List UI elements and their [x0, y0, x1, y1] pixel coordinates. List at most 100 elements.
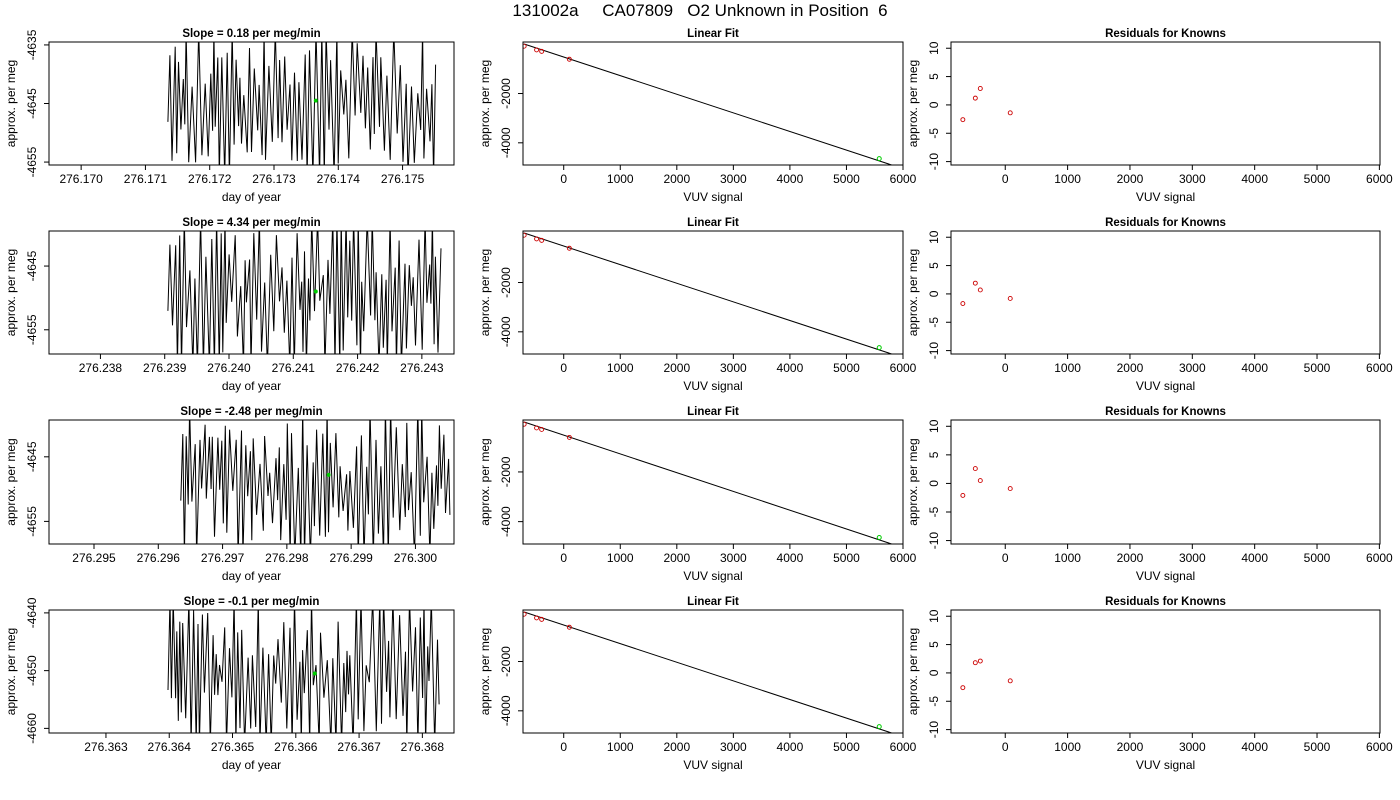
- data-point: [523, 611, 527, 617]
- x-axis-label: VUV signal: [683, 190, 742, 204]
- fit-line: [523, 43, 892, 165]
- panel: Linear Fit 0 1000 2000 3000 4000 5000 6000 -4000…: [478, 217, 917, 393]
- panel-title: Slope = -0.1 per meg/min: [184, 596, 320, 608]
- y-tick-label: -5: [927, 696, 941, 707]
- panel-title: Linear Fit: [687, 596, 739, 608]
- plot-area: [960, 658, 1013, 691]
- x-tick-label: 2000: [1117, 740, 1144, 754]
- x-tick-label: 0: [1002, 361, 1009, 375]
- x-tick-label: 6000: [890, 740, 917, 754]
- x-tick-label: 276.296: [137, 551, 181, 565]
- data-point: [960, 117, 966, 123]
- y-tick-label: 0: [927, 101, 941, 108]
- signal-trace: [167, 610, 440, 733]
- y-axis-label: approx. per meg: [4, 60, 18, 147]
- y-tick-label: 0: [927, 290, 941, 297]
- panel: Residuals for Knowns 0 1000 2000 3000 4000 500…: [906, 406, 1393, 583]
- x-tick-label: 6000: [890, 551, 917, 565]
- plot-area: [523, 421, 892, 544]
- y-tick-label: -10: [927, 721, 941, 739]
- plot-frame: [522, 419, 904, 545]
- y-axis-label: approx. per meg: [4, 249, 18, 336]
- x-tick-label: 276.240: [207, 361, 251, 375]
- y-tick-label: 0: [927, 480, 941, 487]
- x-tick-label: 5000: [833, 361, 860, 375]
- x-tick-label: 5000: [1304, 551, 1331, 565]
- x-tick-label: 5000: [833, 740, 860, 754]
- x-tick-label: 276.174: [317, 172, 361, 186]
- data-point: [977, 287, 983, 293]
- data-point: [566, 245, 572, 251]
- plot-area: [960, 466, 1013, 498]
- y-tick-label: 0: [927, 669, 941, 676]
- x-tick-label: 276.364: [148, 740, 192, 754]
- data-point: [977, 86, 983, 91]
- data-point: [977, 658, 983, 664]
- y-tick-label: -4660: [25, 713, 39, 744]
- x-tick-label: 276.365: [211, 740, 255, 754]
- y-tick-label: -4650: [25, 655, 39, 686]
- y-tick-label: -5: [927, 128, 941, 139]
- panel: Residuals for Knowns 0 1000 2000 3000 4000 500…: [906, 596, 1393, 772]
- x-tick-label: 2000: [663, 172, 690, 186]
- x-tick-label: 2000: [1117, 551, 1144, 565]
- plot-frame: [48, 230, 455, 355]
- y-tick-label: 5: [927, 451, 941, 458]
- x-tick-label: 6000: [1366, 740, 1393, 754]
- plot-area: [960, 280, 1013, 307]
- plot-frame: [48, 41, 455, 166]
- x-tick-label: 0: [1002, 740, 1009, 754]
- data-point: [566, 434, 572, 440]
- x-tick-label: 5000: [833, 172, 860, 186]
- panel: Slope = 4.34 per meg/min 276.238 276.239 27…: [4, 217, 455, 393]
- panel: Slope = -2.48 per meg/min 276.295 276.296 2…: [4, 406, 455, 583]
- panel-title: Residuals for Knowns: [1105, 406, 1226, 418]
- y-tick-label: -4635: [25, 29, 39, 60]
- x-tick-label: 3000: [720, 551, 747, 565]
- figure-title: 131002a CA07809 O2 Unknown in Position 6: [512, 1, 888, 20]
- x-tick-label: 1000: [1054, 361, 1081, 375]
- data-point: [972, 660, 978, 666]
- panel: Residuals for Knowns 0 1000 2000 3000 4000 500…: [906, 28, 1393, 204]
- x-tick-label: 0: [560, 172, 567, 186]
- y-tick-label: -5: [927, 506, 941, 517]
- plot-area: [960, 86, 1013, 123]
- x-tick-label: 4000: [1241, 172, 1268, 186]
- x-tick-label: 6000: [1366, 361, 1393, 375]
- x-tick-label: 6000: [890, 172, 917, 186]
- y-tick-label: -2000: [499, 267, 513, 298]
- x-axis-label: day of year: [222, 190, 281, 204]
- x-tick-label: 1000: [607, 172, 634, 186]
- x-tick-label: 2000: [1117, 361, 1144, 375]
- plot-area: [167, 42, 437, 165]
- y-tick-label: -4000: [499, 695, 513, 726]
- data-point: [972, 466, 978, 472]
- data-point: [523, 232, 527, 238]
- data-point: [534, 47, 540, 53]
- x-axis-label: VUV signal: [683, 379, 742, 393]
- x-tick-label: 0: [1002, 172, 1009, 186]
- y-axis-label: approx. per meg: [4, 438, 18, 525]
- y-tick-label: -4655: [25, 314, 39, 345]
- x-tick-label: 2000: [663, 361, 690, 375]
- x-axis-label: day of year: [222, 569, 281, 583]
- x-tick-label: 3000: [1179, 740, 1206, 754]
- y-tick-label: 10: [927, 41, 941, 55]
- x-tick-label: 276.299: [329, 551, 373, 565]
- x-tick-label: 6000: [1366, 551, 1393, 565]
- x-tick-label: 276.171: [124, 172, 168, 186]
- x-tick-label: 2000: [663, 740, 690, 754]
- y-tick-label: -5: [927, 317, 941, 328]
- y-tick-label: -4645: [25, 250, 39, 281]
- x-axis-label: VUV signal: [683, 569, 742, 583]
- y-tick-label: 10: [927, 230, 941, 244]
- x-tick-label: 2000: [1117, 172, 1144, 186]
- panel: Linear Fit 0 1000 2000 3000 4000 5000 6000 -4000…: [478, 406, 917, 583]
- x-tick-label: 1000: [607, 740, 634, 754]
- x-tick-label: 1000: [607, 361, 634, 375]
- panel-title: Residuals for Knowns: [1105, 217, 1226, 229]
- x-tick-label: 276.298: [265, 551, 309, 565]
- y-tick-label: 10: [927, 609, 941, 623]
- y-tick-label: -4655: [25, 506, 39, 537]
